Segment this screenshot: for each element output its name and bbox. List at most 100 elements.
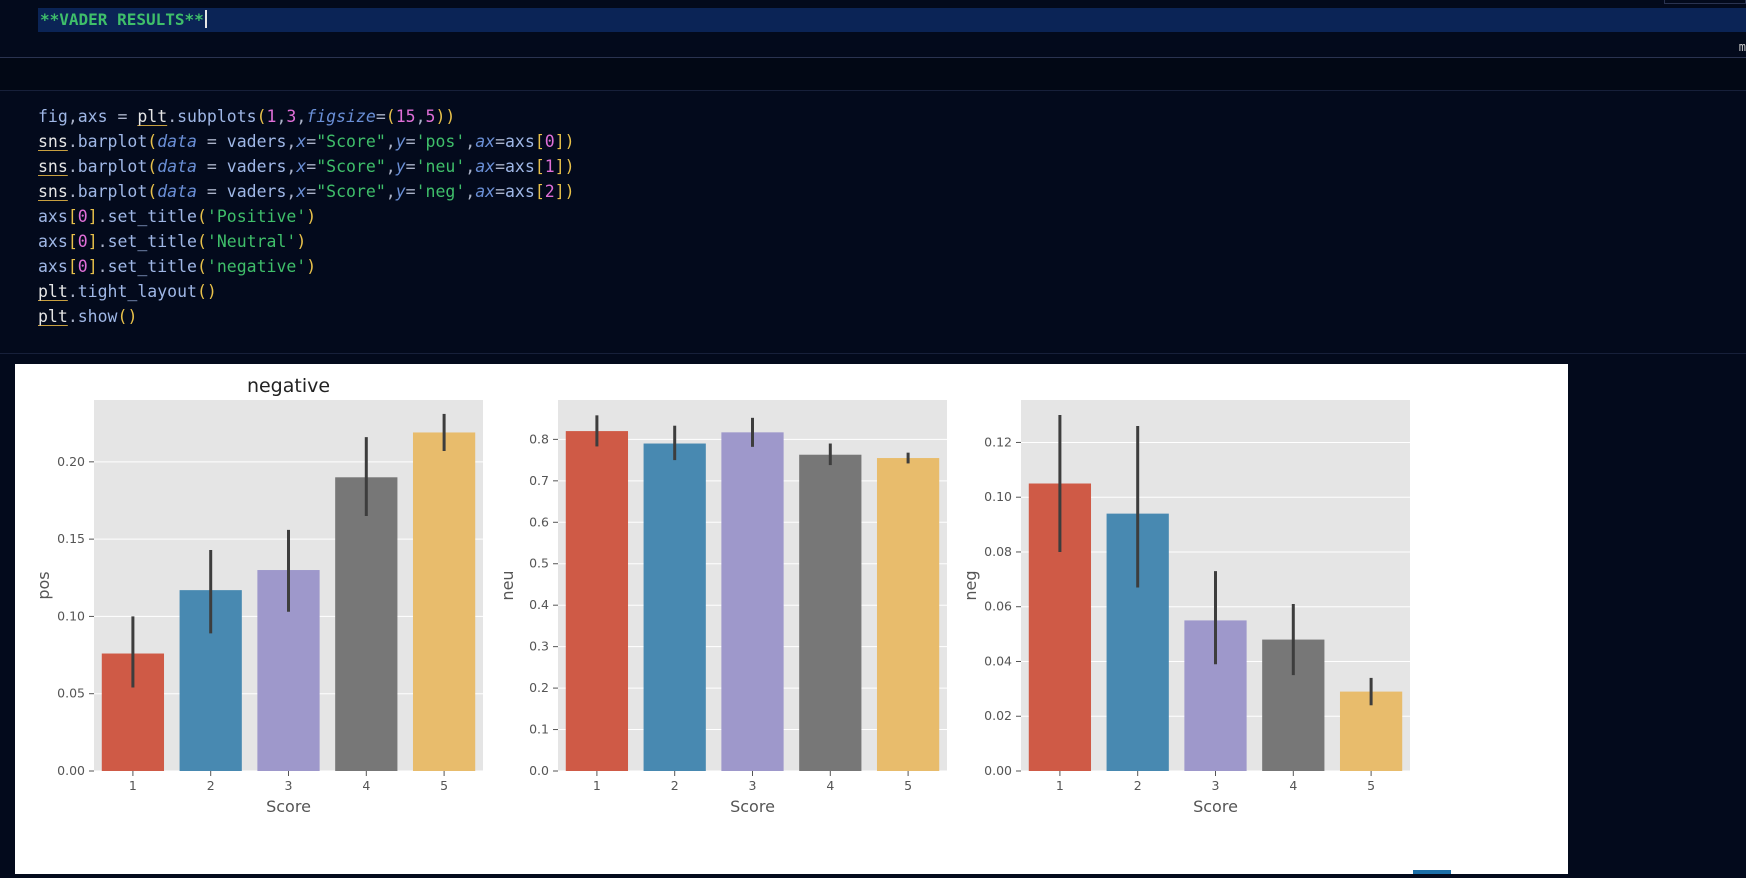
- code-token: 'Neutral': [206, 232, 297, 251]
- code-token: sns: [38, 182, 68, 201]
- code-token: ): [564, 182, 575, 201]
- code-token: =: [196, 182, 227, 201]
- x-tick-label: 3: [749, 778, 757, 793]
- code-token: .: [97, 257, 108, 276]
- y-tick-label: 0.6: [529, 514, 549, 529]
- code-token: 'pos': [415, 132, 466, 151]
- markdown-editor-line[interactable]: **VADER RESULTS**: [38, 8, 1746, 32]
- code-token: plt: [137, 107, 168, 126]
- code-token: ,: [465, 157, 476, 176]
- bar: [799, 454, 862, 771]
- code-token: ): [206, 282, 217, 301]
- code-token: fig: [38, 107, 68, 126]
- code-token: "Score": [316, 157, 386, 176]
- code-token: ,: [296, 107, 307, 126]
- code-token: ): [296, 232, 307, 251]
- code-token: =: [196, 157, 227, 176]
- code-token: ): [564, 132, 575, 151]
- code-token: set_title: [107, 232, 197, 251]
- code-token: 0: [77, 257, 88, 276]
- code-token: ,: [465, 132, 476, 151]
- code-token: =: [495, 132, 505, 151]
- code-editor[interactable]: fig,axs = plt.subplots(1,3,figsize=(15,5…: [38, 104, 575, 329]
- markdown-text-content: **VADER RESULTS**: [40, 10, 204, 29]
- code-token: data: [157, 132, 197, 151]
- code-token: .: [97, 207, 108, 226]
- code-token: 'neu': [415, 157, 466, 176]
- code-token: ,: [286, 132, 297, 151]
- x-tick-label: 1: [129, 778, 137, 793]
- code-token: ]: [87, 257, 98, 276]
- code-token: axs: [38, 207, 68, 226]
- code-token: =: [375, 107, 386, 126]
- code-token: ): [127, 307, 138, 326]
- code-line[interactable]: sns.barplot(data = vaders,x="Score",y='n…: [38, 157, 575, 176]
- bar: [721, 432, 784, 771]
- code-token: =: [196, 132, 227, 151]
- code-token: (: [147, 132, 158, 151]
- chart-panel: 0.0 0.1 0.2 0.3 0.4 0.5 0.6 0.7 0.8 1 2 3 4 5 Score neu: [498, 400, 947, 816]
- code-token: ,: [385, 157, 396, 176]
- code-token: y: [395, 182, 406, 201]
- code-token: =: [306, 157, 317, 176]
- code-token: ax: [475, 157, 496, 176]
- code-token: [: [534, 157, 545, 176]
- code-cell[interactable]: fig,axs = plt.subplots(1,3,figsize=(15,5…: [0, 91, 1746, 354]
- code-token: (: [196, 257, 207, 276]
- code-token: y: [395, 132, 406, 151]
- code-token: (: [196, 232, 207, 251]
- bar: [335, 477, 398, 771]
- code-token: 'neg': [415, 182, 466, 201]
- code-line[interactable]: fig,axs = plt.subplots(1,3,figsize=(15,5…: [38, 107, 455, 126]
- code-token: [: [67, 232, 78, 251]
- x-tick-label: 2: [1134, 778, 1142, 793]
- code-line[interactable]: axs[0].set_title('negative'): [38, 257, 316, 276]
- code-token: [: [67, 257, 78, 276]
- x-tick-label: 5: [1367, 778, 1375, 793]
- code-token: 1: [544, 157, 555, 176]
- y-tick-label: 0.0: [529, 763, 549, 778]
- code-token: [: [534, 132, 545, 151]
- code-line[interactable]: plt.show(): [38, 307, 137, 326]
- x-axis-label: Score: [730, 797, 775, 816]
- code-token: =: [495, 182, 505, 201]
- bar: [876, 458, 940, 771]
- chart-panel: 0.00 0.02 0.04 0.06 0.08 0.10 0.12 1 2 3 4 5 Score ne…: [961, 400, 1410, 816]
- code-token: ,: [415, 107, 426, 126]
- markdown-text[interactable]: **VADER RESULTS**: [40, 10, 207, 30]
- y-axis-label: neg: [961, 570, 980, 600]
- scroll-indicator[interactable]: [1413, 870, 1451, 874]
- code-token: data: [157, 182, 197, 201]
- code-token: (: [147, 182, 158, 201]
- code-token: .: [67, 132, 78, 151]
- cell-language-hint: m: [1738, 40, 1746, 54]
- code-token: ): [435, 107, 446, 126]
- code-line[interactable]: sns.barplot(data = vaders,x="Score",y='p…: [38, 132, 575, 151]
- code-token: sns: [38, 157, 68, 176]
- code-token: 0: [544, 132, 555, 151]
- code-token: set_title: [107, 207, 197, 226]
- code-line[interactable]: axs[0].set_title('Positive'): [38, 207, 316, 226]
- code-token: x: [296, 182, 307, 201]
- x-tick-label: 3: [1212, 778, 1220, 793]
- figure: 0.000.050.100.150.201 2 3 4 5Scoreposnegativ…: [34, 375, 1410, 816]
- x-tick-label: 1: [1056, 778, 1064, 793]
- code-line[interactable]: plt.tight_layout(): [38, 282, 217, 301]
- code-token: barplot: [77, 132, 148, 151]
- code-token: ax: [475, 182, 496, 201]
- code-line[interactable]: sns.barplot(data = vaders,x="Score",y='n…: [38, 182, 575, 201]
- bar: [565, 431, 629, 771]
- code-token: ,: [276, 107, 287, 126]
- y-axis-label: pos: [34, 571, 53, 599]
- y-tick-label: 0.10: [984, 489, 1012, 504]
- code-line[interactable]: axs[0].set_title('Neutral'): [38, 232, 306, 251]
- x-tick-label: 5: [904, 778, 912, 793]
- code-token: (: [196, 282, 207, 301]
- code-token: (: [196, 207, 207, 226]
- code-token: axs: [505, 182, 535, 201]
- x-tick-label: 4: [826, 778, 834, 793]
- bar: [643, 443, 706, 771]
- cell-separator: [0, 58, 1746, 91]
- code-token: ax: [475, 132, 496, 151]
- markdown-cell[interactable]: **VADER RESULTS** m: [0, 0, 1746, 58]
